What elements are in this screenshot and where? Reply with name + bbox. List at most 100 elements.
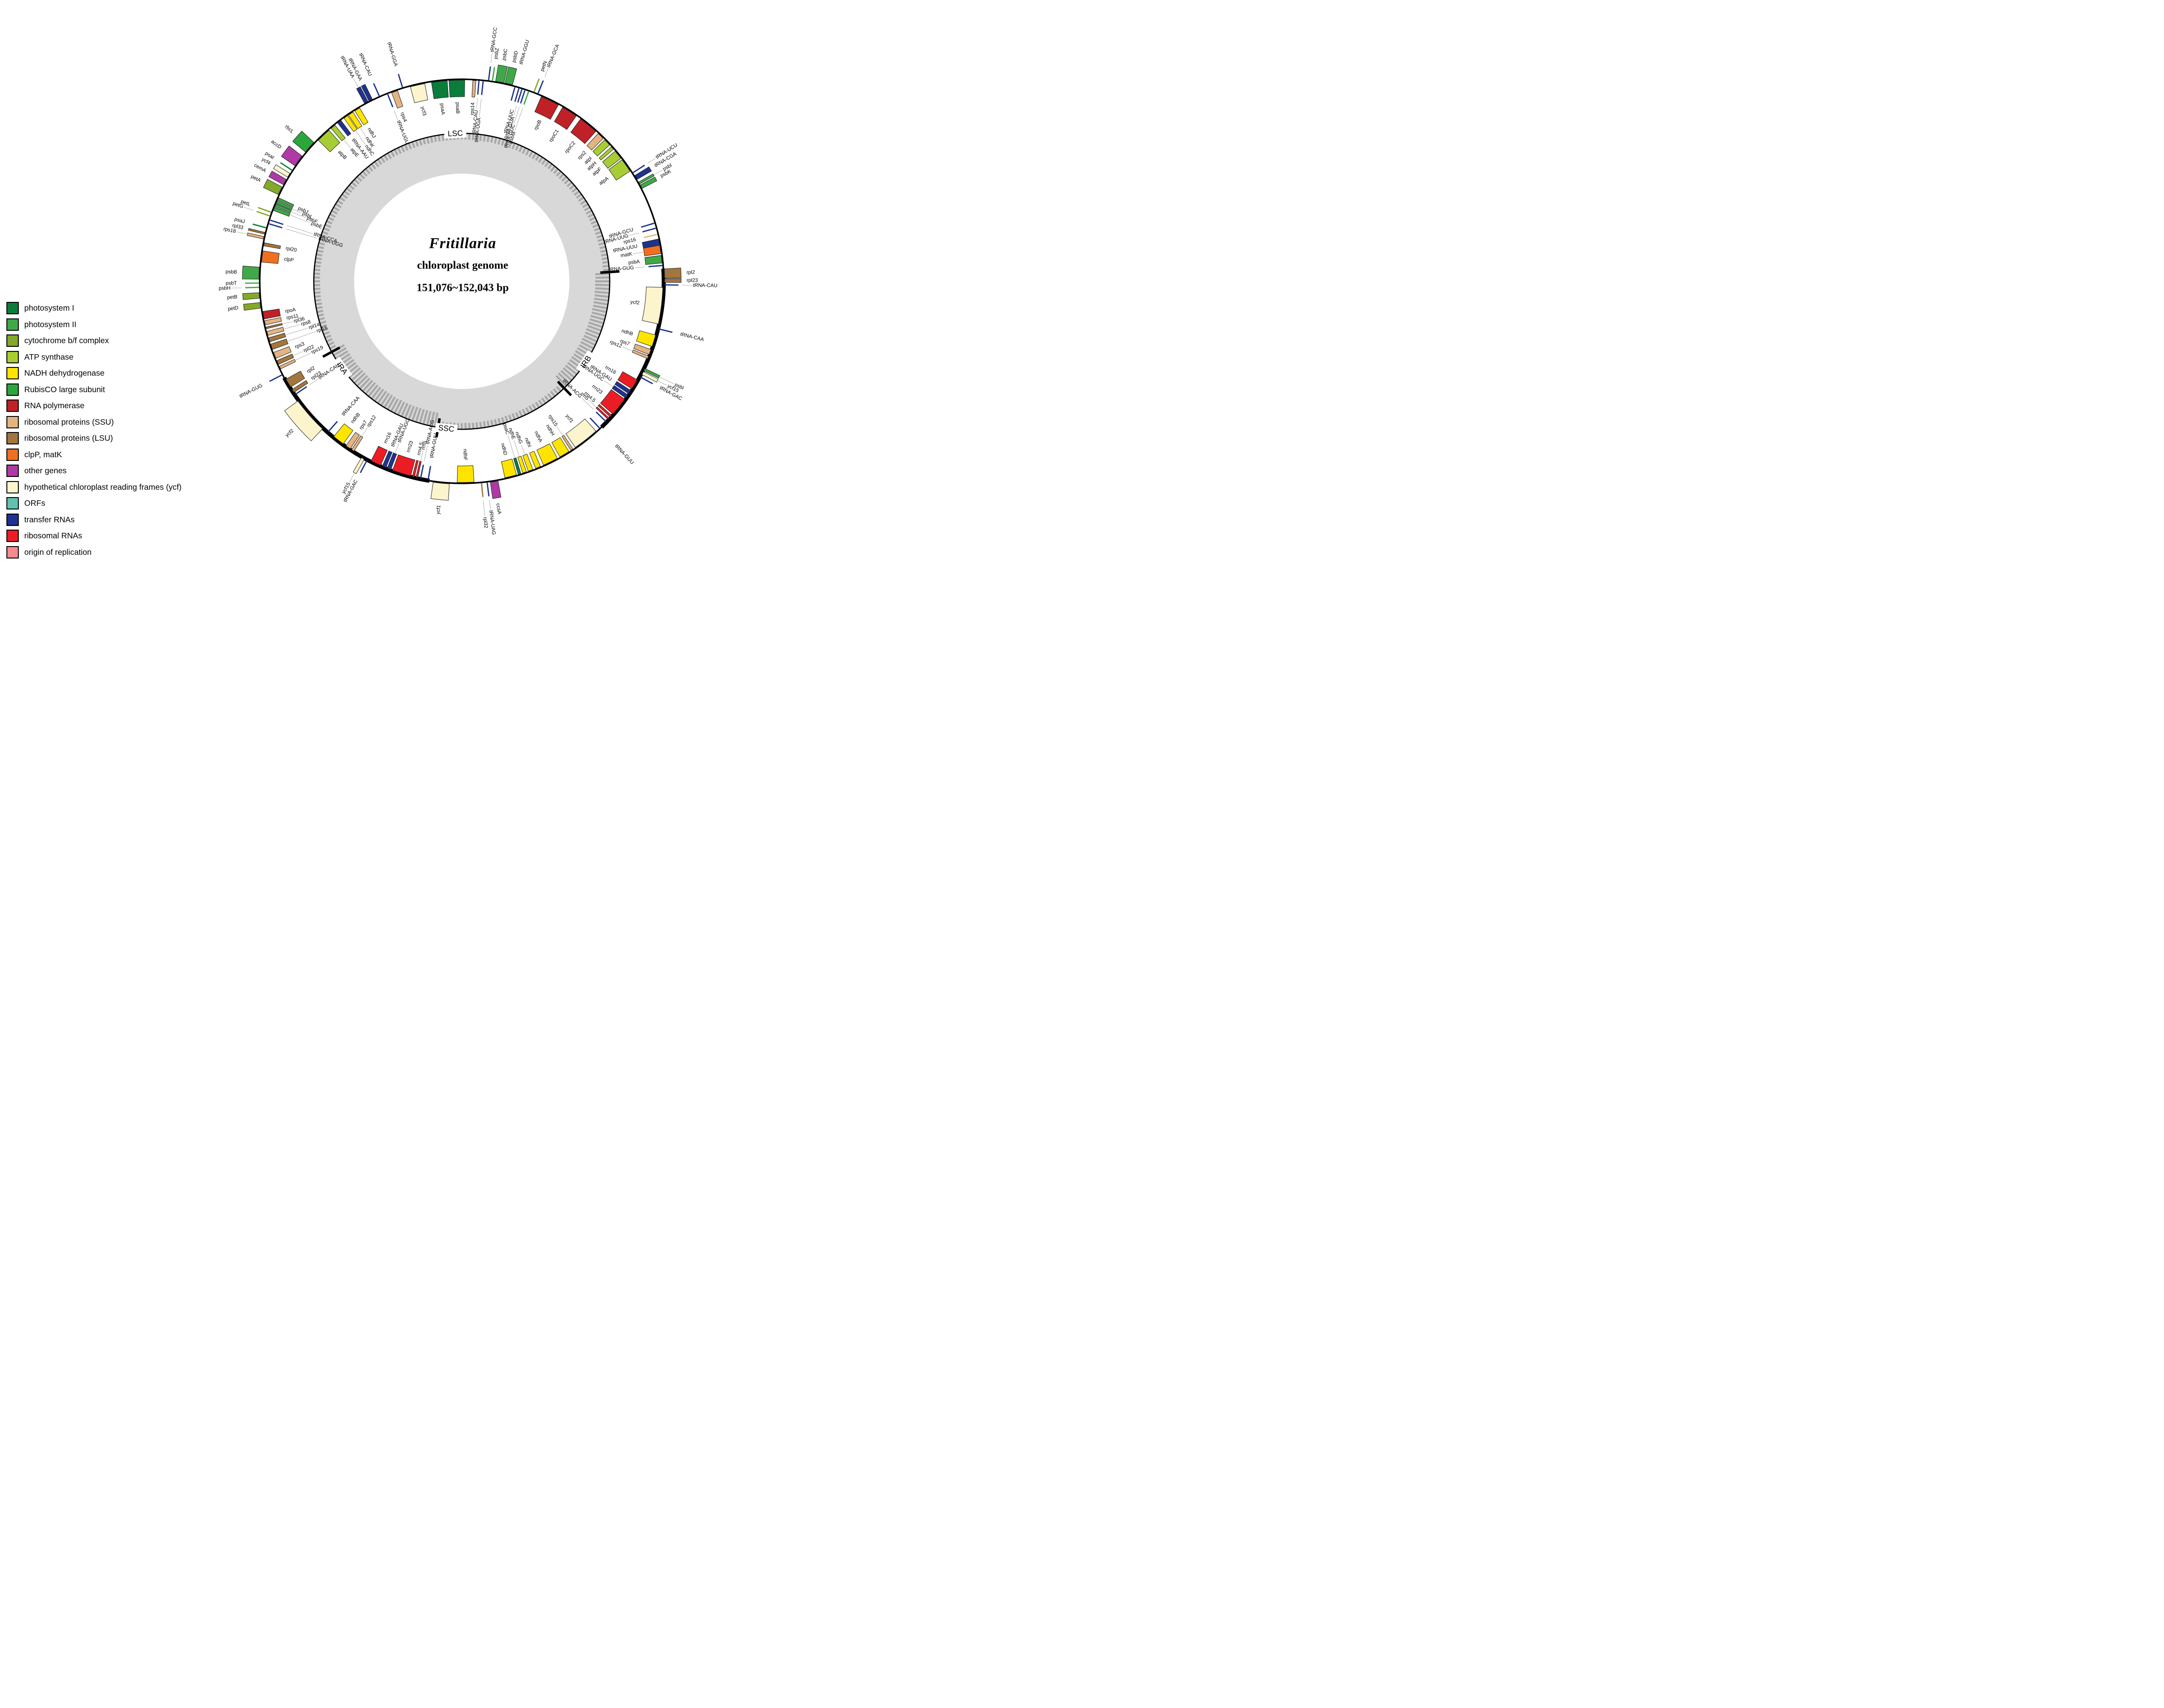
gene-label-atpA: atpA [598, 175, 610, 186]
inverted-repeat-arc [600, 268, 666, 429]
gc-bar [320, 238, 326, 242]
gc-bar [590, 318, 604, 324]
gene-rps7 [345, 432, 360, 449]
gene-petB [242, 292, 260, 300]
gene-label-psaA: psaA [439, 103, 446, 115]
gene-psbZ [492, 67, 495, 81]
gc-bar [316, 302, 322, 306]
gene-rpl2 [285, 371, 305, 388]
gene-rrn16 [371, 446, 388, 466]
gene-label-ccsA: ccsA [495, 503, 503, 515]
gc-bar [571, 187, 577, 193]
gc-bar [583, 334, 597, 342]
gene-rrn4.5 [412, 460, 419, 477]
gene-psbD [504, 66, 517, 85]
gene-psbI [643, 368, 661, 378]
legend-swatch-cyt [6, 334, 19, 347]
gc-bar [479, 422, 482, 428]
legend-label-ndh: NADH dehydrogenase [24, 368, 105, 378]
gene-ycf2 [642, 286, 663, 324]
legend-label-rbc: RubisCO large subunit [24, 384, 105, 394]
gc-bar [344, 191, 350, 196]
gc-bar [541, 397, 546, 404]
legend-item-clp: clpP, matK [6, 447, 181, 463]
label-leader [514, 108, 523, 131]
label-leader [353, 78, 358, 87]
gene-rps16 [644, 234, 658, 238]
label-leader [310, 378, 318, 385]
gene-tRNA-GGA [398, 74, 403, 88]
legend-label-trn: transfer RNAs [24, 515, 75, 524]
label-leader [344, 140, 351, 148]
gene-atpI [592, 139, 610, 157]
gc-bar [335, 350, 349, 360]
gene-ndhB [636, 330, 656, 347]
gene-label-petB: petB [227, 294, 237, 301]
legend-swatch-ori [6, 546, 19, 558]
gc-bar [328, 217, 334, 221]
label-leader [395, 443, 399, 453]
gc-bar [582, 203, 588, 208]
legend-item-orf: ORFs [6, 495, 181, 512]
label-leader [349, 473, 355, 482]
inverted-repeat-arc [282, 377, 430, 483]
gc-bar [349, 367, 361, 378]
gc-bar [362, 380, 373, 392]
gc-bar [490, 137, 494, 143]
gc-bar [430, 411, 435, 426]
gene-label-cemA: cemA [253, 163, 267, 174]
gc-bar [316, 257, 322, 260]
label-leader [654, 170, 663, 175]
label-leader [355, 131, 366, 145]
gc-bar [544, 395, 550, 401]
gc-bar [404, 144, 409, 151]
gene-label-rpl2: rpl2 [306, 365, 316, 374]
gc-bar [422, 138, 426, 145]
gene-label-tRNA-UAG: tRNA-UAG [488, 510, 497, 535]
genome-subtitle: chloroplast genome [417, 259, 508, 272]
label-leader [508, 435, 515, 458]
gc-bar [359, 173, 365, 180]
gene-tRNA-UGA [481, 81, 484, 95]
gc-bar [319, 242, 325, 246]
gc-bar [522, 148, 526, 154]
gene-label-ndhB: ndhB [350, 412, 361, 425]
gc-bar [508, 142, 512, 148]
gene-rrn23 [392, 454, 415, 476]
legend-item-ndh: NADH dehydrogenase [6, 365, 181, 382]
gc-bar [541, 159, 546, 165]
gc-bar [497, 138, 501, 145]
legend-item-lsu: ribosomal proteins (LSU) [6, 430, 181, 447]
gc-bar [393, 149, 399, 156]
legend-item-atp: ATP synthase [6, 349, 181, 366]
gene-label-rpl2: rpl2 [686, 269, 695, 275]
gc-bar [387, 396, 396, 410]
label-leader [290, 215, 311, 223]
region-label-text: LSC [448, 129, 463, 138]
gc-bar [342, 193, 348, 199]
gc-bar [383, 155, 389, 161]
gene-ycf1 [430, 482, 450, 501]
gc-bar [561, 176, 567, 182]
gc-bar [333, 347, 347, 356]
legend-swatch-trn [6, 513, 19, 526]
gene-label-psbH: psbH [219, 285, 230, 291]
gene-rps19 [279, 359, 296, 369]
region-junction-tick [557, 380, 572, 396]
gc-bar [356, 176, 362, 182]
gene-ndhC [344, 115, 358, 132]
gene-label-tRNA-GGU: tRNA-GGU [519, 39, 530, 65]
gc-bar [314, 291, 321, 294]
gc-content-ring [314, 133, 610, 429]
label-leader [581, 398, 594, 410]
gc-bar [504, 141, 508, 147]
gc-bar [602, 261, 608, 264]
gc-bar [411, 406, 418, 421]
gc-bar [319, 317, 325, 321]
gc-bar [426, 411, 432, 425]
label-leader [544, 68, 549, 77]
gene-ndhJ [355, 108, 369, 126]
gene-label-rpl23: rpl23 [687, 278, 698, 283]
gc-bar [538, 157, 543, 163]
gc-bar [590, 220, 597, 225]
